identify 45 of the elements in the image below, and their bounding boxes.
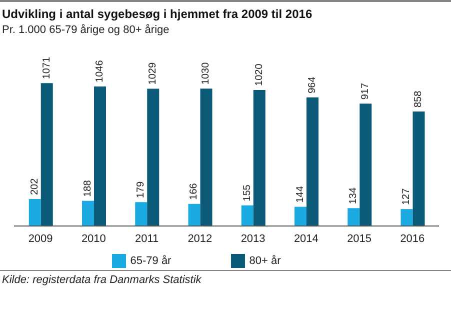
data-label: 1030 bbox=[200, 62, 212, 85]
x-tick-label: 2010 bbox=[81, 232, 106, 245]
bar bbox=[94, 86, 106, 226]
x-tick-label: 2015 bbox=[347, 232, 372, 245]
data-label: 1029 bbox=[148, 62, 159, 85]
data-label: 917 bbox=[360, 82, 372, 100]
legend-label: 80+ år bbox=[249, 254, 281, 267]
data-label: 858 bbox=[413, 90, 424, 108]
bar bbox=[28, 199, 41, 226]
data-label: 1071 bbox=[41, 56, 52, 80]
bar bbox=[241, 205, 254, 226]
bar bbox=[348, 208, 360, 226]
data-label: 127 bbox=[401, 188, 412, 206]
data-label: 1046 bbox=[94, 60, 106, 82]
x-tick-label: 2009 bbox=[28, 232, 53, 245]
data-label: 155 bbox=[242, 184, 253, 202]
bar bbox=[188, 204, 200, 226]
chart-title: Udvikling i antal sygebesøg i hjemmet fra 2009 til 2016 bbox=[1, 6, 314, 21]
bar bbox=[360, 104, 372, 226]
bar bbox=[200, 88, 212, 226]
bar bbox=[294, 206, 306, 226]
text: Kilde: registerdata fra Danmarks Statistik bbox=[1, 273, 202, 286]
bar bbox=[400, 209, 413, 226]
data-label: 964 bbox=[307, 76, 318, 94]
data-label: 1020 bbox=[254, 63, 265, 86]
data-label: 202 bbox=[29, 178, 40, 196]
data-label: 144 bbox=[295, 186, 306, 203]
bar bbox=[135, 202, 148, 226]
x-tick-label: 2014 bbox=[294, 232, 318, 245]
data-label: 134 bbox=[348, 187, 360, 204]
bar bbox=[147, 88, 160, 226]
data-label: 179 bbox=[136, 181, 147, 198]
legend-label: 65-79 år bbox=[130, 254, 172, 267]
bar bbox=[306, 97, 318, 226]
x-tick-label: 2012 bbox=[188, 232, 212, 245]
x-tick-label: 2013 bbox=[240, 232, 266, 245]
bar bbox=[412, 112, 425, 226]
x-tick-label: 2016 bbox=[400, 232, 425, 245]
bar bbox=[253, 90, 266, 226]
bar bbox=[40, 83, 53, 226]
chart-subtitle: Pr. 1.000 65-79 årige og 80+ årige bbox=[1, 23, 170, 36]
data-label: 166 bbox=[188, 182, 200, 200]
data-label: 188 bbox=[82, 180, 94, 197]
bar bbox=[82, 200, 94, 226]
x-tick-label: 2011 bbox=[134, 232, 159, 245]
